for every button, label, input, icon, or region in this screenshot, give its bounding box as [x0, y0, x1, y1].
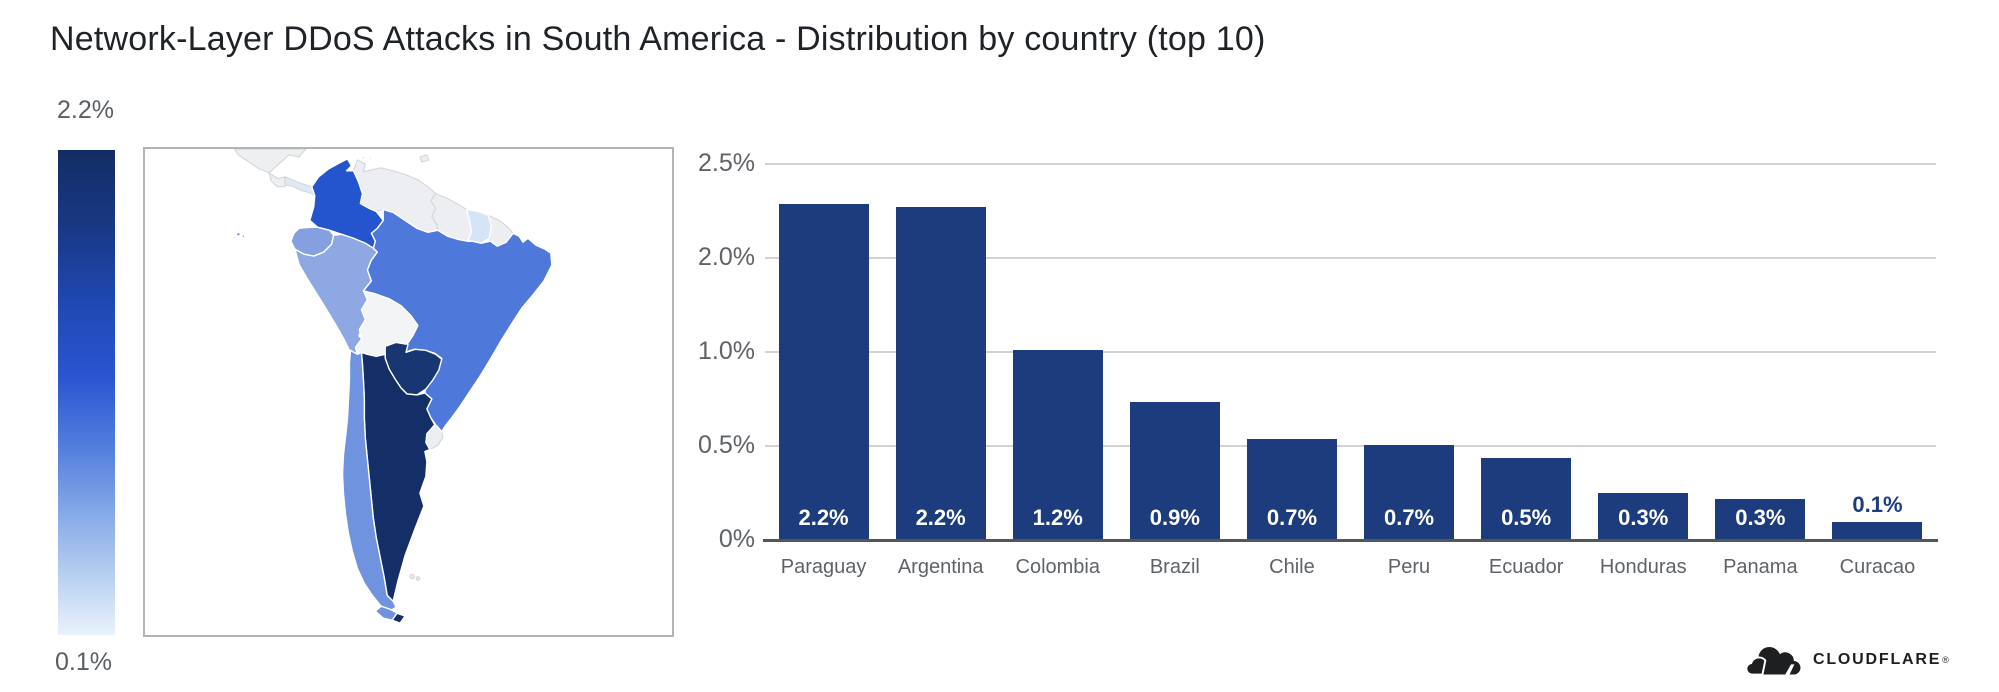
- bar-paraguay: [778, 204, 869, 539]
- bar-value-label-curacao: 0.1%: [1852, 492, 1903, 517]
- bar-value-label-honduras: 0.3%: [1618, 505, 1669, 530]
- south-america-choropleth-map: [143, 147, 674, 637]
- x-axis-category-label-panama: Panama: [1723, 556, 1798, 578]
- bar-value-label-argentina: 2.2%: [915, 505, 966, 530]
- x-axis-category-label-brazil: Brazil: [1149, 556, 1200, 578]
- bar-curacao: [1832, 522, 1923, 539]
- map-region-costa-rica: [268, 172, 286, 188]
- bar-value-label-brazil: 0.9%: [1149, 505, 1200, 530]
- bar-value-label-colombia: 1.2%: [1032, 505, 1083, 530]
- gridline: [765, 351, 1936, 353]
- map-islands-falklands: [409, 573, 415, 580]
- registered-trademark-mark: ®: [1942, 655, 1949, 665]
- bar-colombia: [1012, 350, 1103, 539]
- map-region-tierra-del-fuego-east: [391, 612, 406, 624]
- bar-value-label-peru: 0.7%: [1383, 505, 1435, 530]
- map-islands-galapagos: [235, 231, 241, 237]
- map-lake-titicaca: [358, 333, 363, 338]
- bar-value-label-chile: 0.7%: [1266, 505, 1318, 530]
- map-svg: [232, 149, 553, 624]
- map-islands-galapagos: [241, 234, 246, 239]
- bar-value-label-panama: 0.3%: [1735, 505, 1786, 530]
- map-islands-falklands: [415, 576, 421, 581]
- x-axis-baseline: [763, 539, 1938, 542]
- map-island-curacao: [368, 156, 373, 161]
- map-region-central-america: [233, 149, 307, 174]
- map-country-chile: [341, 349, 397, 612]
- map-country-brazil: [362, 208, 553, 433]
- x-axis-category-label-colombia: Colombia: [1015, 556, 1100, 578]
- legend-min-label: 0.1%: [55, 648, 112, 676]
- x-axis-category-label-ecuador: Ecuador: [1488, 556, 1564, 578]
- x-axis-category-label-argentina: Argentina: [897, 556, 984, 578]
- x-axis-category-label-curacao: Curacao: [1839, 556, 1916, 578]
- legend-gradient-bar: [58, 150, 115, 635]
- map-country-panama: [284, 176, 316, 197]
- x-axis-category-label-chile: Chile: [1269, 556, 1315, 578]
- bar-ecuador: [1481, 458, 1572, 539]
- bar-honduras: [1598, 493, 1689, 539]
- legend-max-label: 2.2%: [57, 96, 114, 124]
- x-axis-category-label-peru: Peru: [1387, 556, 1431, 578]
- bar-value-label-ecuador: 0.5%: [1501, 505, 1552, 530]
- cloudflare-wordmark: CLOUDFLARE: [1813, 651, 1942, 668]
- gridline: [765, 445, 1936, 447]
- gridline: [765, 257, 1936, 259]
- bar-argentina: [895, 207, 986, 539]
- map-island-curacao: [361, 155, 366, 161]
- bar-chile: [1246, 439, 1337, 539]
- cloudflare-logo: CLOUDFLARE ®: [1745, 644, 1949, 676]
- cloudflare-cloud-icon: [1745, 647, 1801, 676]
- page-title: Network-Layer DDoS Attacks in South Amer…: [50, 20, 1266, 58]
- gridline: [765, 163, 1936, 165]
- map-country-suriname: [465, 208, 493, 244]
- map-country-peru: [294, 233, 378, 356]
- x-axis-category-label-honduras: Honduras: [1599, 556, 1687, 578]
- map-islands-galapagos: [232, 235, 237, 240]
- map-island-trinidad: [419, 154, 430, 163]
- x-axis-category-label-paraguay: Paraguay: [780, 556, 867, 578]
- bar-panama: [1715, 499, 1806, 539]
- bar-peru: [1364, 445, 1455, 539]
- bar-brazil: [1129, 402, 1220, 539]
- bar-value-label-paraguay: 2.2%: [798, 505, 849, 530]
